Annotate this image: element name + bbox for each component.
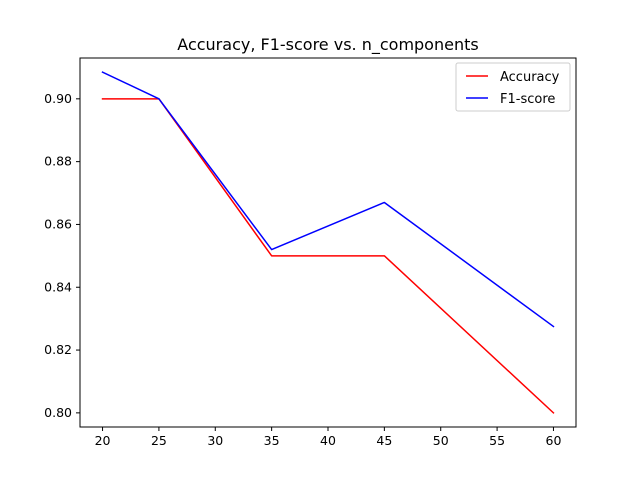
x-tick-label: 45 xyxy=(376,433,392,448)
series-line-f1-score xyxy=(101,71,555,328)
y-axis: 0.80 0.82 0.84 0.86 0.88 0.90 xyxy=(44,91,80,420)
plot-area xyxy=(79,57,577,428)
legend: Accuracy F1-score xyxy=(455,62,571,112)
y-tick-label: 0.84 xyxy=(44,279,72,294)
x-tick-label: 30 xyxy=(207,433,223,448)
series-layer xyxy=(101,71,555,414)
x-tick-label: 60 xyxy=(546,433,562,448)
y-tick-label: 0.86 xyxy=(44,216,72,231)
x-tick-label: 50 xyxy=(433,433,449,448)
chart-title: Accuracy, F1-score vs. n_components xyxy=(177,35,478,55)
y-tick-label: 0.88 xyxy=(44,154,72,169)
y-tick-label: 0.82 xyxy=(44,342,72,357)
x-axis: 20 25 30 35 40 45 50 55 60 xyxy=(95,427,562,448)
series-line-accuracy xyxy=(101,98,555,414)
legend-label-f1-score: F1-score xyxy=(500,92,555,107)
legend-label-accuracy: Accuracy xyxy=(500,70,560,85)
x-tick-label: 25 xyxy=(151,433,167,448)
y-tick-label: 0.80 xyxy=(44,405,72,420)
x-tick-label: 35 xyxy=(264,433,280,448)
y-tick-label: 0.90 xyxy=(44,91,72,106)
legend-box xyxy=(455,62,571,112)
x-tick-label: 40 xyxy=(320,433,336,448)
x-tick-label: 20 xyxy=(95,433,111,448)
plot-frame xyxy=(79,57,577,428)
x-tick-label: 55 xyxy=(489,433,505,448)
